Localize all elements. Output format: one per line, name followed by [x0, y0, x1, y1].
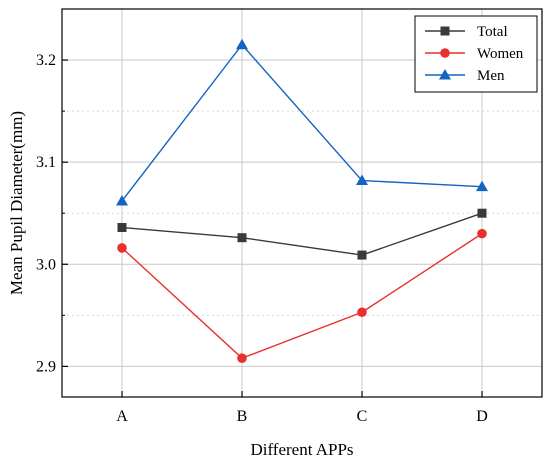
x-tick-labels: A B C D	[116, 408, 488, 425]
legend-item-women: Women	[425, 46, 524, 62]
data-point-men	[236, 38, 248, 50]
minor-grid-lines	[62, 110, 542, 316]
axis-ticks	[62, 59, 483, 397]
legend-box	[414, 15, 538, 93]
data-point-total	[237, 233, 247, 243]
x-axis-title: Different APPs	[250, 440, 353, 459]
data-point-women	[357, 307, 367, 318]
data-point-women	[237, 353, 247, 364]
data-point-total	[117, 223, 127, 233]
data-point-women	[117, 243, 127, 253]
legend-label: Men	[477, 68, 505, 84]
data-point-men	[116, 194, 128, 206]
legend-item-total: Total	[425, 24, 508, 40]
x-tick-label: D	[476, 408, 488, 425]
data-point-women	[477, 228, 487, 239]
series-group	[116, 38, 488, 364]
x-tick-label: A	[116, 408, 128, 425]
y-tick-label: 3.0	[36, 256, 56, 273]
series-men	[116, 38, 488, 206]
data-point-total	[477, 208, 487, 218]
y-axis-title: Mean Pupil Diameter(mm)	[7, 111, 26, 295]
data-point-men	[356, 174, 368, 186]
plot-frame	[61, 8, 543, 398]
series-total	[117, 208, 487, 260]
x-tick-label: B	[237, 408, 248, 425]
y-tick-label: 3.2	[36, 52, 56, 69]
legend: Total Women Men	[414, 15, 538, 93]
legend-label: Women	[477, 46, 524, 62]
legend-swatch-marker	[440, 26, 450, 36]
series-women	[117, 228, 487, 364]
series-line-women	[121, 233, 483, 360]
legend-label: Total	[477, 24, 508, 40]
data-point-men	[476, 180, 488, 192]
legend-item-men: Men	[425, 68, 505, 84]
data-point-total	[357, 250, 367, 260]
series-line-men	[121, 43, 483, 202]
legend-swatch-marker	[440, 48, 450, 58]
series-line-total	[121, 212, 483, 256]
y-tick-labels: 2.9 3.0 3.1 3.2	[36, 52, 56, 375]
y-tick-label: 3.1	[36, 154, 56, 171]
x-tick-label: C	[357, 408, 368, 425]
legend-swatch-marker	[439, 69, 451, 80]
y-tick-label: 2.9	[36, 358, 56, 375]
